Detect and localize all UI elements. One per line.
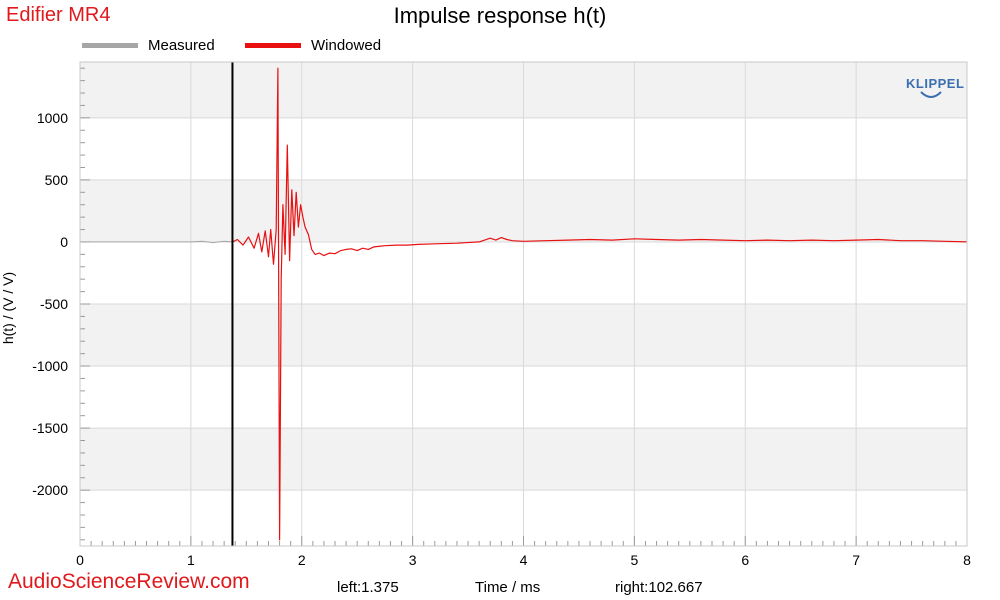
chart-title: Impulse response h(t) bbox=[393, 3, 607, 28]
x-axis-label: Time / ms bbox=[475, 579, 541, 596]
klippel-logo: KLIPPEL bbox=[906, 76, 965, 91]
y-tick-label: -1500 bbox=[32, 420, 68, 436]
window-left-readout: left:1.375 bbox=[337, 579, 399, 596]
series-line-measured bbox=[80, 240, 233, 244]
x-tick-label: 7 bbox=[852, 552, 860, 568]
y-tick-label: 500 bbox=[45, 172, 69, 188]
series-line-windowed bbox=[232, 67, 968, 541]
x-tick-label: 5 bbox=[630, 552, 638, 568]
x-tick-label: 3 bbox=[409, 552, 417, 568]
brand-title: Edifier MR4 bbox=[6, 4, 111, 26]
site-watermark: AudioScienceReview.com bbox=[8, 570, 250, 593]
x-tick-label: 1 bbox=[187, 552, 195, 568]
plot-frame bbox=[79, 61, 968, 547]
window-right-readout: right:102.667 bbox=[615, 579, 703, 596]
y-tick-label: -500 bbox=[40, 296, 68, 312]
x-tick-label: 4 bbox=[520, 552, 528, 568]
y-tick-label: 0 bbox=[60, 234, 68, 250]
x-tick-label: 0 bbox=[76, 552, 84, 568]
x-tick-label: 6 bbox=[741, 552, 749, 568]
klippel-logo-arc bbox=[920, 91, 942, 98]
y-tick-label: 1000 bbox=[37, 110, 68, 126]
legend-swatch-windowed bbox=[245, 43, 301, 48]
tick-labels: 1000 500 0 -500 -1000 -1500 -2000 0 1 2 3 4 5 6 7 8 bbox=[32, 110, 971, 568]
legend-label-windowed: Windowed bbox=[311, 37, 382, 54]
legend-label-measured: Measured bbox=[148, 37, 215, 54]
plot-series bbox=[80, 62, 968, 546]
legend-swatch-measured bbox=[82, 43, 138, 48]
y-tick-label: -2000 bbox=[32, 482, 68, 498]
x-tick-label: 2 bbox=[298, 552, 306, 568]
x-tick-label: 8 bbox=[963, 552, 971, 568]
y-tick-label: -1000 bbox=[32, 358, 68, 374]
